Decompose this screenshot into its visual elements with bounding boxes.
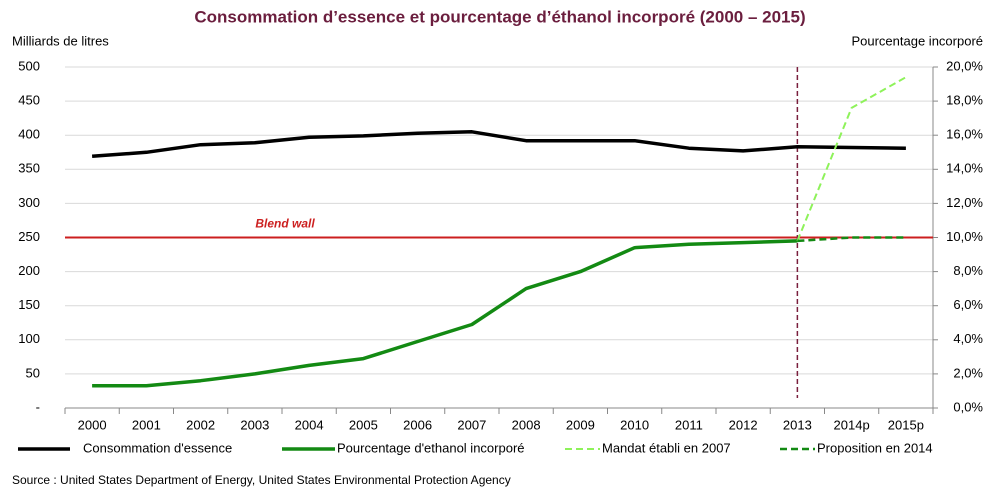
x-tick-label: 2013 (783, 417, 812, 432)
x-tick-label: 2007 (457, 417, 486, 432)
x-tick-label: 2002 (186, 417, 215, 432)
legend-label: Mandat établi en 2007 (602, 440, 731, 455)
y2-tick-label: 12,0% (946, 195, 983, 210)
x-tick-label: 2009 (566, 417, 595, 432)
x-tick-label: 2014p (834, 417, 870, 432)
legend-label: Pourcentage d'ethanol incorporé (337, 440, 525, 455)
y2-tick-label: 14,0% (946, 161, 983, 176)
y-tick-label: 450 (18, 93, 40, 108)
x-tick-label: 2010 (620, 417, 649, 432)
source: Source : United States Department of Ene… (12, 473, 511, 487)
y-tick-label: - (36, 399, 40, 414)
chart-title: Consommation d’essence et pourcentage d’… (194, 7, 805, 26)
y2-tick-label: 2,0% (953, 365, 983, 380)
y2-tick-label: 18,0% (946, 93, 983, 108)
x-tick-label: 2012 (729, 417, 758, 432)
series-line (796, 76, 907, 242)
y2-tick-label: 6,0% (953, 297, 983, 312)
x-tick-label: 2001 (132, 417, 161, 432)
x-tick-label: 2003 (240, 417, 269, 432)
y-tick-label: 500 (18, 58, 40, 73)
reference-label: Blend wall (255, 217, 315, 231)
y2-axis-label: Pourcentage incorporé (851, 33, 983, 48)
y-tick-label: 400 (18, 127, 40, 142)
y-tick-label: 200 (18, 263, 40, 278)
y2-tick-label: 4,0% (953, 331, 983, 346)
x-tick-label: 2008 (512, 417, 541, 432)
x-tick-label: 2000 (78, 417, 107, 432)
x-tick-label: 2005 (349, 417, 378, 432)
series-line (797, 236, 906, 243)
y-tick-label: 350 (18, 161, 40, 176)
y-tick-label: 100 (18, 331, 40, 346)
legend-label: Consommation d'essence (83, 440, 232, 455)
x-tick-label: 2006 (403, 417, 432, 432)
x-tick-label: 2015p (888, 417, 924, 432)
x-tick-label: 2011 (675, 417, 703, 432)
x-tick-label: 2004 (295, 417, 324, 432)
y-axis-label: Milliards de litres (12, 33, 109, 48)
y2-tick-label: 8,0% (953, 263, 983, 278)
y-tick-label: 50 (26, 365, 40, 380)
legend-label: Proposition en 2014 (817, 440, 933, 455)
y-tick-label: 300 (18, 195, 40, 210)
y2-tick-label: 16,0% (946, 127, 983, 142)
series-line (92, 239, 798, 388)
series-line (91, 130, 906, 159)
y-tick-label: 250 (18, 229, 40, 244)
y-tick-label: 150 (18, 297, 40, 312)
y2-tick-label: 10,0% (946, 229, 983, 244)
y2-tick-label: 20,0% (946, 58, 983, 73)
y2-tick-label: 0,0% (953, 399, 983, 414)
